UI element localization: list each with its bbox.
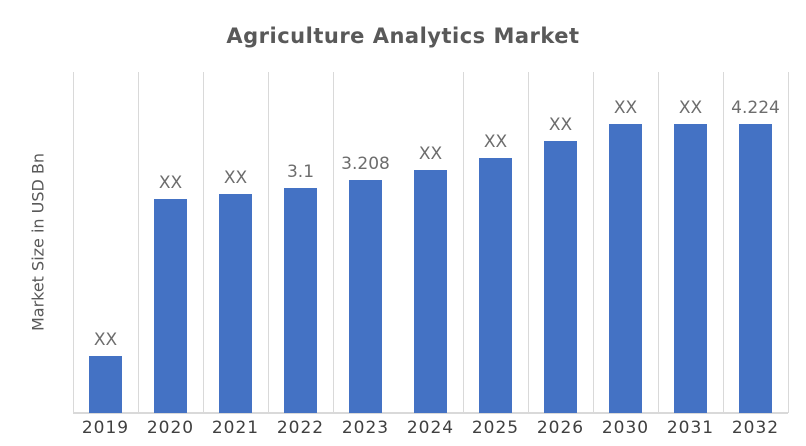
data-label: XX (613, 98, 638, 118)
data-label: XX (158, 173, 183, 193)
x-tick-label: 2026 (536, 418, 585, 438)
bar-2030 (609, 124, 642, 413)
gridline (463, 72, 464, 413)
gridline (593, 72, 594, 413)
x-tick-label: 2020 (146, 418, 195, 438)
gridline (73, 72, 74, 413)
gridline (138, 72, 139, 413)
data-label: XX (418, 144, 443, 164)
gridline (528, 72, 529, 413)
y-axis-label: Market Size in USD Bn (28, 152, 48, 332)
gridline (788, 72, 789, 413)
data-label: XX (93, 330, 118, 350)
data-label: XX (678, 98, 703, 118)
x-tick-label: 2025 (471, 418, 520, 438)
x-axis-line (73, 412, 788, 414)
bar-2032 (739, 124, 772, 413)
data-label: 4.224 (731, 98, 780, 118)
chart-title: Agriculture Analytics Market (226, 24, 580, 48)
x-tick-label: 2023 (341, 418, 390, 438)
bar-2026 (544, 141, 577, 413)
data-label: XX (223, 168, 248, 188)
x-tick-label: 2030 (601, 418, 650, 438)
gridline (203, 72, 204, 413)
data-label: XX (548, 115, 573, 135)
data-label: 3.208 (341, 154, 390, 174)
bar-2024 (414, 170, 447, 413)
x-tick-label: 2032 (731, 418, 780, 438)
x-tick-label: 2019 (81, 418, 130, 438)
bar-2019 (89, 356, 122, 413)
x-tick-label: 2031 (666, 418, 715, 438)
gridline (723, 72, 724, 413)
x-tick-label: 2021 (211, 418, 260, 438)
bar-2022 (284, 188, 317, 413)
bar-2031 (674, 124, 707, 413)
plot-area: XX 2019 XX 2020 XX 2021 3.1 2022 3.208 2023 XX 2024… (73, 72, 789, 438)
gridline (268, 72, 269, 413)
bar-2023 (349, 180, 382, 413)
x-tick-label: 2022 (276, 418, 325, 438)
gridline (333, 72, 334, 413)
bar-2020 (154, 199, 187, 413)
x-tick-label: 2024 (406, 418, 455, 438)
data-label: XX (483, 132, 508, 152)
data-label: 3.1 (286, 162, 315, 182)
bar-2025 (479, 158, 512, 413)
gridline (658, 72, 659, 413)
bar-2021 (219, 194, 252, 413)
